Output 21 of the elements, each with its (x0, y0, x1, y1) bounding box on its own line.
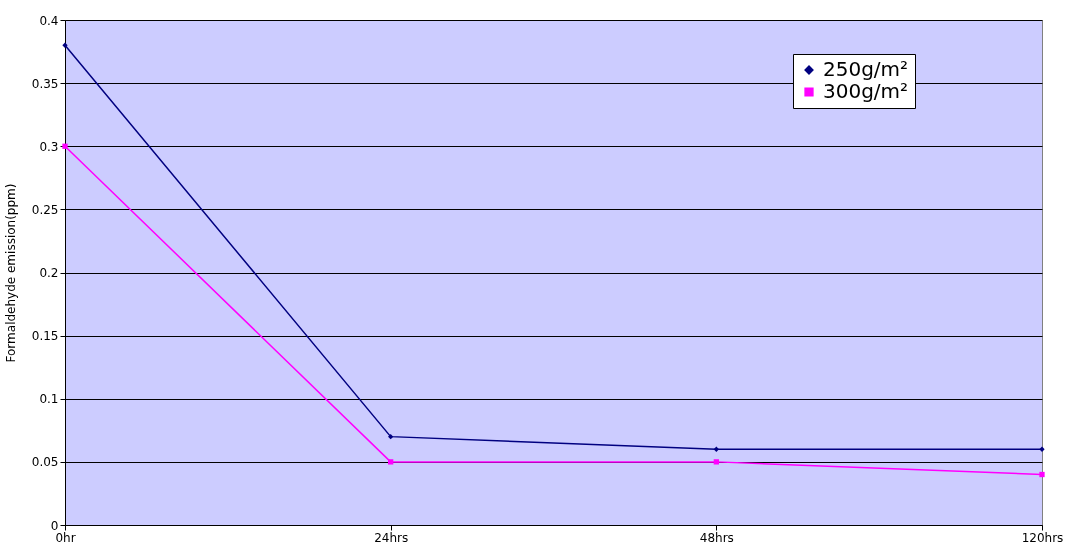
point (388, 459, 394, 465)
y-axis-title: Formaldehyde emission(ppm) (3, 183, 18, 363)
x-tick-label: 120hrs (1021, 530, 1064, 545)
x-tick-label: 48hrs (699, 530, 734, 545)
legend-label: 300g/m² (823, 79, 909, 103)
y-tick-label: 0.2 (39, 266, 59, 280)
y-tick-label: 0.35 (31, 76, 59, 91)
y-tick-label: 0 (50, 518, 59, 533)
x-tick-label: 0hr (55, 530, 76, 545)
point (1039, 471, 1045, 478)
point (713, 459, 719, 465)
y-tick-label: 0.1 (39, 392, 59, 407)
legend-label: 250g/m² (823, 57, 909, 81)
point (713, 446, 719, 452)
y-tick-label: 0.4 (39, 13, 59, 28)
y-tick-label: 0.25 (31, 202, 59, 217)
y-tick-label: 0.15 (31, 329, 59, 344)
y-tick-label: 0.3 (39, 139, 59, 154)
y-tick-label: 0.05 (31, 455, 59, 470)
x-tick-label: 24hrs (374, 530, 409, 545)
point (388, 433, 394, 440)
